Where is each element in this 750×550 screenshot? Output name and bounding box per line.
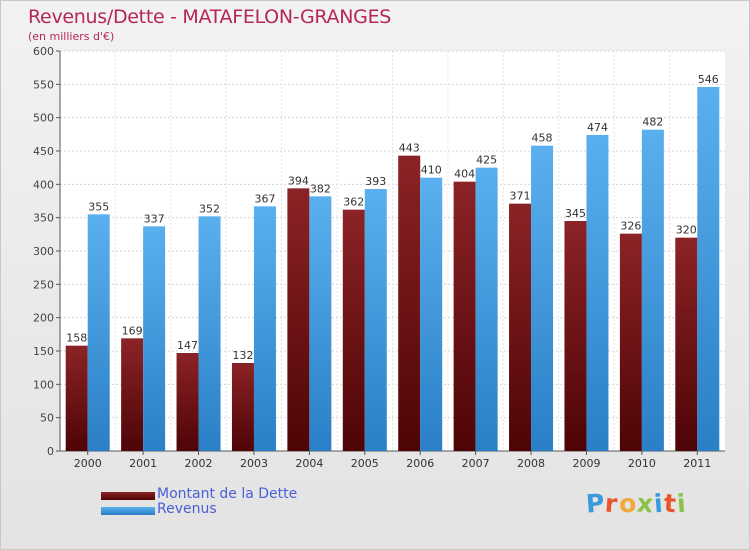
bar-dette [675,237,698,451]
y-tick-label: 0 [47,445,54,458]
y-tick-label: 150 [33,345,54,358]
x-tick-label: 2011 [683,457,711,470]
y-tick-label: 500 [33,112,54,125]
y-tick-label: 450 [33,145,54,158]
bar-dette [65,345,88,451]
data-label: 546 [698,73,719,86]
chart-subtitle: (en milliers d'€) [28,30,115,43]
data-label: 443 [399,142,420,155]
x-tick-label: 2001 [129,457,157,470]
data-label: 394 [288,174,309,187]
bar-dette [176,353,199,451]
x-tick-label: 2002 [185,457,213,470]
legend-swatch-dette [101,492,155,500]
x-tick-label: 2007 [462,457,490,470]
bar-revenus [87,214,110,451]
data-label: 362 [343,196,364,209]
data-label: 355 [88,200,109,213]
y-tick-label: 600 [33,45,54,58]
bar-revenus [531,145,554,451]
bar-dette [121,338,144,451]
data-label: 326 [620,220,641,233]
bar-dette [287,188,310,452]
data-label: 382 [310,182,331,195]
data-label: 404 [454,168,475,181]
bar-revenus [475,167,498,451]
bar-revenus [198,216,221,451]
bar-dette [509,203,532,451]
logo-letter: P [585,488,607,519]
bar-revenus [420,177,443,451]
legend-swatch-revenus [101,507,155,515]
data-label: 458 [532,132,553,145]
x-tick-label: 2000 [74,457,102,470]
data-label: 371 [510,190,531,203]
x-tick-label: 2005 [351,457,379,470]
x-tick-label: 2004 [295,457,323,470]
bar-revenus [697,87,720,451]
x-tick-label: 2010 [628,457,656,470]
x-tick-label: 2009 [572,457,600,470]
bar-revenus [586,135,609,451]
bar-dette [342,209,365,451]
data-label: 320 [676,224,697,237]
data-label: 474 [587,121,608,134]
data-label: 352 [199,202,220,215]
y-tick-label: 400 [33,178,54,191]
bar-dette [398,155,421,451]
data-label: 482 [642,116,663,129]
bar-dette [619,233,642,451]
logo-letter: i [675,488,688,519]
bar-dette [231,363,254,451]
y-tick-label: 250 [33,278,54,291]
bar-revenus [143,226,166,451]
y-tick-label: 350 [33,212,54,225]
data-label: 393 [365,175,386,188]
data-label: 367 [254,192,275,205]
data-label: 337 [144,212,165,225]
data-label: 169 [122,324,143,337]
data-label: 132 [232,349,253,362]
chart-title: Revenus/Dette - MATAFELON-GRANGES [28,6,392,28]
x-tick-label: 2008 [517,457,545,470]
bar-revenus [309,196,332,451]
logo-letter: o [617,488,638,519]
legend-label-revenus: Revenus [157,501,217,517]
data-label: 345 [565,207,586,220]
legend-label-dette: Montant de la Dette [157,486,298,502]
y-tick-label: 100 [33,378,54,391]
y-tick-label: 50 [40,412,54,425]
y-tick-label: 550 [33,78,54,91]
bar-revenus [364,189,387,451]
x-tick-label: 2006 [406,457,434,470]
data-label: 158 [66,332,87,345]
proxiti-logo: Proxiti [585,488,688,519]
y-tick-label: 300 [33,245,54,258]
logo-letter: x [635,488,655,519]
data-label: 147 [177,339,198,352]
bar-dette [564,221,587,451]
data-label: 425 [476,154,497,167]
bar-dette [453,181,476,451]
y-tick-label: 200 [33,312,54,325]
bar-revenus [253,206,276,451]
bar-revenus [641,129,664,451]
x-tick-label: 2003 [240,457,268,470]
data-label: 410 [421,164,442,177]
